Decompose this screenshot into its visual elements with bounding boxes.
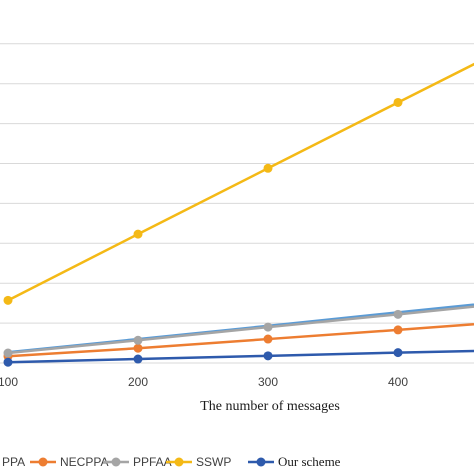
x-tick-label: 200	[128, 375, 148, 389]
series-ppa	[7, 303, 474, 354]
data-point	[263, 322, 273, 332]
x-axis-ticks: 100 200 300 400	[0, 375, 408, 389]
series-line	[7, 62, 474, 302]
legend-label: SSWP	[196, 455, 231, 469]
data-point	[133, 343, 143, 353]
legend-item: SSWP	[166, 455, 231, 469]
gridlines	[0, 43, 474, 364]
series-lines	[3, 62, 474, 367]
data-point	[263, 163, 273, 173]
legend-marker	[174, 457, 184, 467]
legend-marker	[111, 457, 121, 467]
legend-item: Our scheme	[248, 454, 341, 469]
legend-label: NECPPA	[60, 455, 108, 469]
data-point	[3, 357, 13, 367]
data-point	[133, 335, 143, 345]
data-point	[3, 295, 13, 305]
series-necppa	[3, 323, 474, 361]
data-point	[263, 351, 273, 361]
x-tick-label: 400	[388, 375, 408, 389]
data-point	[393, 97, 403, 107]
data-point	[393, 348, 403, 358]
data-point	[393, 309, 403, 319]
legend-label: PPFAA	[133, 455, 172, 469]
series-line	[7, 323, 474, 358]
legend-label: PPA	[2, 455, 25, 469]
data-point	[133, 229, 143, 239]
legend-marker	[256, 457, 266, 467]
data-point	[133, 354, 143, 364]
legend-item: NECPPA	[30, 455, 108, 469]
legend-marker	[38, 457, 48, 467]
legend-item: PPFAA	[103, 455, 172, 469]
x-tick-label: 100	[0, 375, 18, 389]
data-point	[263, 334, 273, 344]
series-our-scheme	[3, 348, 474, 367]
series-sswp	[3, 62, 474, 305]
data-point	[393, 325, 403, 335]
legend: PPA NECPPA PPFAA SSWP Our scheme	[2, 454, 341, 469]
series-line	[7, 303, 474, 354]
x-axis-label: The number of messages	[200, 399, 340, 414]
series-line	[7, 305, 474, 355]
x-tick-label: 300	[258, 375, 278, 389]
series-ppfaa	[3, 305, 474, 358]
legend-label: Our scheme	[278, 454, 341, 469]
legend-item: PPA	[2, 455, 25, 469]
data-point	[3, 348, 13, 358]
